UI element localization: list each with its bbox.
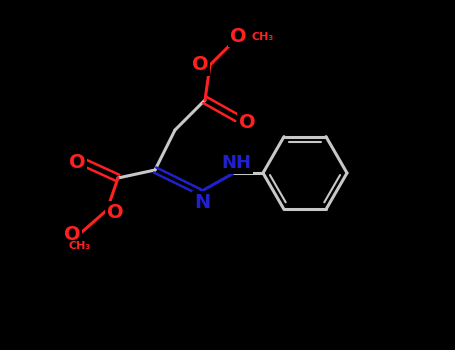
Text: NH: NH — [221, 154, 251, 172]
Text: O: O — [192, 56, 208, 75]
Text: O: O — [106, 203, 123, 222]
Text: O: O — [64, 224, 81, 244]
Text: O: O — [69, 154, 86, 173]
Text: O: O — [239, 112, 255, 132]
Text: O: O — [230, 27, 246, 46]
Text: N: N — [194, 193, 210, 211]
Text: CH₃: CH₃ — [69, 241, 91, 251]
Text: CH₃: CH₃ — [251, 32, 273, 42]
